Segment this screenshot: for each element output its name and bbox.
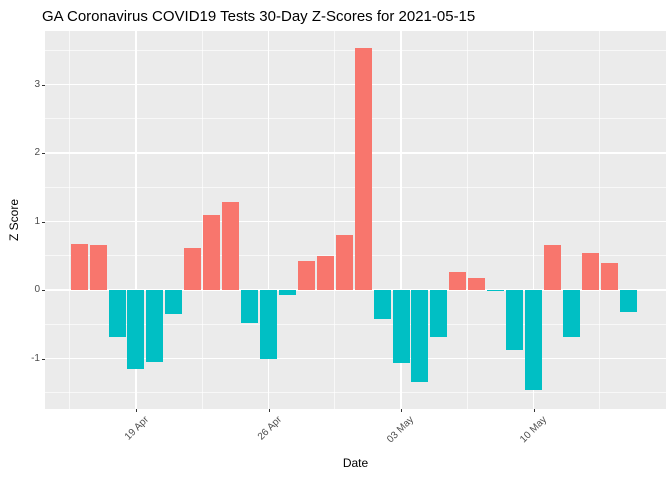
- bar-negative: [430, 290, 448, 337]
- gridline-x-minor: [466, 31, 468, 409]
- gridline-y-major: [45, 357, 666, 360]
- bar-positive: [184, 248, 202, 290]
- gridline-x-minor: [334, 31, 336, 409]
- bar-negative: [506, 290, 524, 350]
- bar-negative: [487, 290, 505, 292]
- y-tick-mark: [42, 290, 45, 291]
- gridline-x-minor: [201, 31, 203, 409]
- plot-panel: [45, 31, 666, 409]
- y-tick-mark: [42, 358, 45, 360]
- gridline-y-major: [45, 289, 666, 291]
- chart-title: GA Coronavirus COVID19 Tests 30-Day Z-Sc…: [42, 8, 476, 25]
- gridline-y-minor: [45, 323, 666, 325]
- bar-negative: [260, 290, 277, 359]
- bar-negative: [525, 290, 543, 390]
- bar-negative: [278, 290, 296, 296]
- bar-positive: [89, 244, 107, 290]
- bar-positive: [449, 271, 467, 290]
- y-axis-title: Z Score: [7, 198, 21, 242]
- bar-positive: [297, 261, 315, 290]
- bar-positive: [316, 256, 334, 290]
- gridline-y-minor: [45, 392, 666, 394]
- x-tick-mark: [268, 409, 270, 412]
- bar-negative: [562, 290, 580, 337]
- y-tick-mark: [42, 84, 45, 86]
- bar-positive: [70, 244, 88, 290]
- bar-negative: [127, 290, 145, 370]
- bar-negative: [619, 290, 637, 312]
- bar-positive: [222, 201, 240, 290]
- gridline-x-major: [400, 31, 402, 409]
- bar-negative: [411, 290, 429, 382]
- y-tick-mark: [42, 221, 45, 223]
- bar-negative: [373, 290, 391, 320]
- y-tick-label: 2: [34, 147, 40, 158]
- y-tick-mark: [42, 153, 45, 154]
- gridline-x-major: [135, 31, 137, 409]
- bar-positive: [543, 245, 561, 290]
- bar-negative: [241, 290, 259, 323]
- x-tick-mark: [135, 409, 137, 412]
- y-tick-label: 0: [34, 284, 40, 295]
- gridline-x-major: [267, 31, 270, 409]
- bar-positive: [354, 48, 372, 290]
- bar-positive: [335, 235, 353, 290]
- y-tick-label: 1: [34, 215, 40, 227]
- x-tick-mark: [401, 409, 402, 412]
- bar-positive: [468, 277, 486, 290]
- bar-negative: [392, 290, 410, 364]
- y-tick-label: 3: [34, 78, 40, 90]
- bar-negative: [146, 290, 164, 362]
- gridline-x-minor: [69, 31, 71, 409]
- y-tick-label: -1: [31, 352, 40, 364]
- bar-negative: [165, 290, 183, 314]
- gridline-x-major: [532, 31, 535, 409]
- x-tick-mark: [533, 409, 535, 412]
- gridline-x-minor: [599, 31, 601, 409]
- bar-positive: [600, 263, 618, 290]
- bar-positive: [203, 215, 221, 290]
- x-axis-title: Date: [342, 456, 369, 470]
- bar-negative: [108, 290, 126, 338]
- bar-positive: [581, 253, 599, 290]
